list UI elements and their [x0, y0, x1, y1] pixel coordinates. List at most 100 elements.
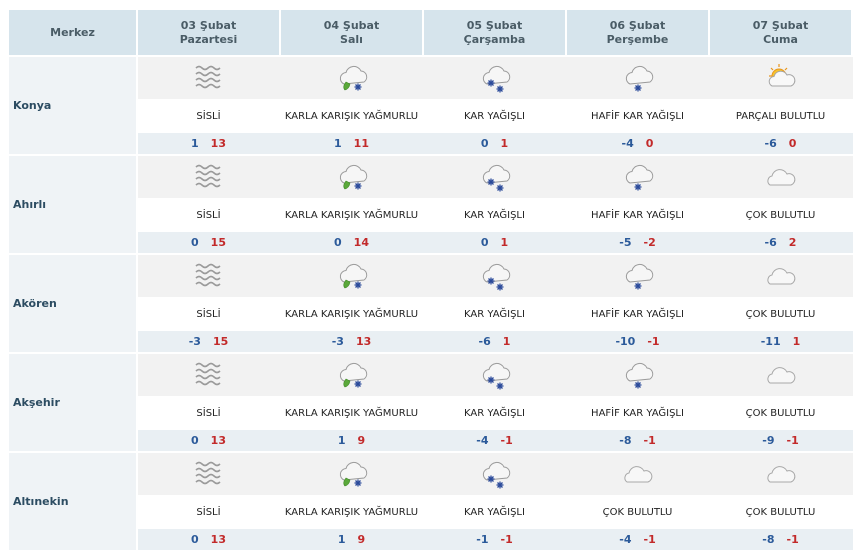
description-cell: HAFİF KAR YAĞIŞLI	[567, 99, 708, 133]
min-temperature: -5	[619, 236, 632, 249]
description-cell: HAFİF KAR YAĞIŞLI	[567, 396, 708, 430]
header-weekday: Pazartesi	[179, 32, 238, 46]
fog-icon	[194, 263, 221, 287]
partly-cloudy-icon	[768, 64, 795, 87]
temperature-cell: -1 -1	[424, 529, 565, 550]
weather-description: KAR YAĞIŞLI	[464, 308, 525, 320]
min-temperature: -6	[478, 335, 491, 348]
description-cell: ÇOK BULUTLU	[710, 297, 851, 331]
city-days: SİSLİ KARLA KARIŞIK YAĞMURLU KAR YAĞIŞLI HA…	[138, 354, 853, 451]
description-cell: ÇOK BULUTLU	[710, 198, 851, 232]
description-cell: HAFİF KAR YAĞIŞLI	[567, 297, 708, 331]
min-temperature: -3	[188, 335, 201, 348]
temperature-cell: -10 -1	[567, 331, 708, 352]
header-weekday: Çarşamba	[463, 32, 526, 46]
weather-description: PARÇALI BULUTLU	[735, 110, 826, 122]
min-temperature: -9	[762, 434, 775, 447]
city-days: SİSLİ KARLA KARIŞIK YAĞMURLU KAR YAĞIŞLI ÇO…	[138, 453, 853, 550]
city-row: Akşehir SİSLİ KARLA KARIŞIK YAĞMURLU KAR YA…	[9, 354, 853, 451]
weather-description: SİSLİ	[196, 209, 221, 221]
snow-icon	[482, 263, 510, 291]
icon-row	[138, 57, 853, 99]
weather-description: KARLA KARIŞIK YAĞMURLU	[284, 209, 419, 221]
city-name: Akşehir	[9, 354, 136, 451]
header-day-3: 05 Şubat Çarşamba	[424, 10, 565, 55]
description-cell: KARLA KARIŞIK YAĞMURLU	[281, 198, 422, 232]
weather-icon-cell	[281, 57, 422, 99]
cloudy-icon	[766, 466, 795, 483]
temperature-row: 1 13 1 11 0 1 -4 0 -6 0	[138, 133, 853, 154]
weather-description: ÇOK BULUTLU	[745, 506, 816, 518]
weather-description: KARLA KARIŞIK YAĞMURLU	[284, 110, 419, 122]
header-weekday: Cuma	[763, 32, 798, 46]
weather-description: SİSLİ	[196, 308, 221, 320]
min-temperature: 0	[191, 533, 199, 546]
weather-icon-cell	[710, 57, 851, 99]
max-temperature: 13	[210, 533, 226, 546]
description-cell: KARLA KARIŞIK YAĞMURLU	[281, 396, 422, 430]
weather-description: KAR YAĞIŞLI	[464, 407, 525, 419]
weather-icon-cell	[567, 156, 708, 198]
light-snow-icon	[625, 362, 653, 389]
weather-description: KAR YAĞIŞLI	[464, 110, 525, 122]
temperature-cell: -4 -1	[567, 529, 708, 550]
description-cell: SİSLİ	[138, 297, 279, 331]
snow-icon	[482, 461, 510, 489]
min-temperature: 1	[337, 533, 346, 546]
header-date: 05 Şubat	[466, 18, 523, 32]
description-cell: KAR YAĞIŞLI	[424, 99, 565, 133]
temperature-cell: -4 -1	[424, 430, 565, 451]
min-temperature: -10	[615, 335, 636, 348]
weather-icon-cell	[424, 354, 565, 396]
max-temperature: 1	[502, 335, 511, 348]
header-day-1: 03 Şubat Pazartesi	[138, 10, 279, 55]
min-temperature: 0	[480, 236, 489, 249]
weather-icon-cell	[424, 453, 565, 495]
icon-row	[138, 156, 853, 198]
weather-icon-cell	[281, 255, 422, 297]
temperature-cell: -11 1	[710, 331, 851, 352]
sleet-icon	[339, 461, 367, 487]
weather-description: HAFİF KAR YAĞIŞLI	[591, 308, 684, 320]
temperature-cell: -6 2	[710, 232, 851, 253]
temperature-cell: 0 14	[281, 232, 422, 253]
description-cell: KAR YAĞIŞLI	[424, 495, 565, 529]
temperature-row: 0 13 1 9 -4 -1 -8 -1 -9 -1	[138, 430, 853, 451]
header-merkez-label: Merkez	[50, 25, 95, 39]
temperature-cell: -4 0	[567, 133, 708, 154]
max-temperature: -1	[643, 434, 656, 447]
header-date: 07 Şubat	[752, 18, 809, 32]
sleet-icon	[339, 263, 367, 289]
forecast-table: Merkez 03 Şubat Pazartesi 04 Şubat Salı 05…	[9, 10, 853, 550]
sleet-icon	[339, 362, 367, 388]
min-temperature: 1	[191, 137, 199, 150]
temperature-row: -3 15 -3 13 -6 1 -10 -1 -11 1	[138, 331, 853, 352]
max-temperature: 11	[353, 137, 369, 150]
header-date: 04 Şubat	[323, 18, 380, 32]
city-days: SİSLİ KARLA KARIŞIK YAĞMURLU KAR YAĞIŞLI HA…	[138, 255, 853, 352]
temperature-cell: 1 13	[138, 133, 279, 154]
header-weekday: Salı	[340, 32, 363, 46]
max-temperature: 15	[210, 236, 226, 249]
max-temperature: 2	[788, 236, 797, 249]
weather-description: ÇOK BULUTLU	[745, 209, 816, 221]
description-row: SİSLİ KARLA KARIŞIK YAĞMURLU KAR YAĞIŞLI HA…	[138, 297, 853, 331]
description-cell: ÇOK BULUTLU	[710, 396, 851, 430]
max-temperature: -1	[500, 434, 513, 447]
city-rows: Konya SİSLİ KARLA KARIŞIK YAĞMURLU KAR YAĞI…	[9, 57, 853, 550]
temperature-row: 0 13 1 9 -1 -1 -4 -1 -8 -1	[138, 529, 853, 550]
temperature-cell: 1 11	[281, 133, 422, 154]
weather-icon-cell	[710, 156, 851, 198]
description-cell: HAFİF KAR YAĞIŞLI	[567, 198, 708, 232]
weather-icon-cell	[138, 156, 279, 198]
max-temperature: 14	[353, 236, 369, 249]
weather-icon-cell	[710, 453, 851, 495]
weather-icon-cell	[138, 255, 279, 297]
city-name: Altınekin	[9, 453, 136, 550]
weather-icon-cell	[424, 57, 565, 99]
weather-icon-cell	[424, 255, 565, 297]
min-temperature: 1	[337, 434, 346, 447]
